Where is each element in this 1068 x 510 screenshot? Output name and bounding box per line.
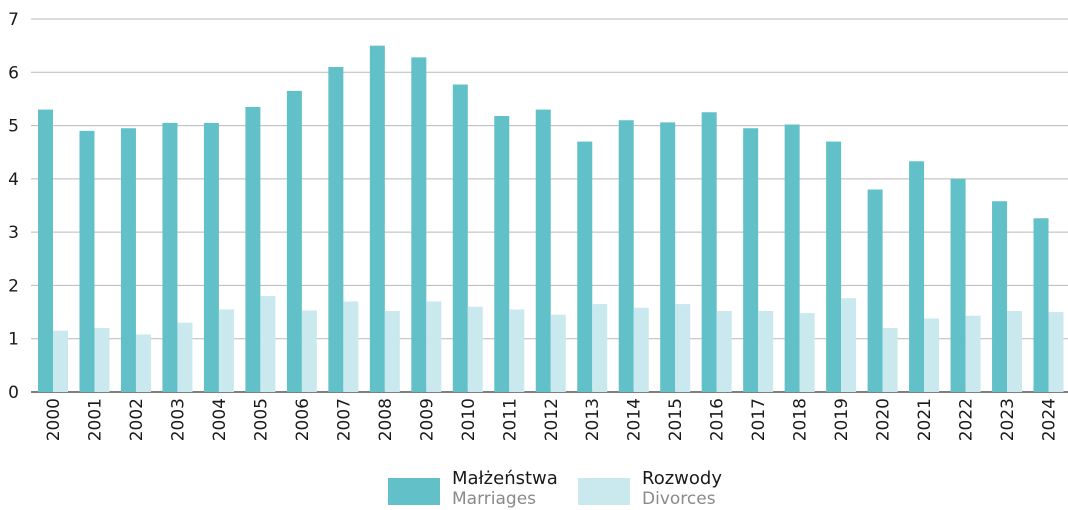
- x-tick-label-2003: 2003: [168, 398, 188, 441]
- x-tick-label-2023: 2023: [998, 398, 1018, 441]
- x-tick-label-2022: 2022: [957, 398, 977, 441]
- bar-marriages-2002: [120, 128, 136, 392]
- legend-label-marriages-pl: Małżeństwa: [452, 468, 558, 489]
- x-tick-label-2013: 2013: [583, 398, 603, 441]
- bar-divorces-2015: [675, 304, 691, 392]
- bar-marriages-2019: [826, 141, 842, 392]
- y-axis-ticks: 0 1 2 3 4 5 6 7: [8, 10, 19, 403]
- bar-divorces-2019: [841, 298, 857, 392]
- bar-divorces-2023: [1007, 311, 1023, 392]
- bar-divorces-2017: [758, 311, 774, 392]
- bar-divorces-2002: [135, 334, 151, 392]
- x-tick-label-2017: 2017: [749, 398, 769, 441]
- x-tick-label-2010: 2010: [459, 398, 479, 441]
- bar-divorces-2006: [301, 310, 317, 392]
- x-tick-label-2005: 2005: [251, 398, 271, 441]
- bar-marriages-2014: [618, 120, 634, 392]
- legend-label-marriages-en: Marriages: [452, 489, 537, 509]
- y-tick-label: 7: [8, 10, 19, 30]
- bar-divorces-2013: [592, 304, 608, 392]
- bar-divorces-2010: [467, 306, 483, 392]
- x-tick-label-2009: 2009: [417, 398, 437, 441]
- bar-divorces-2022: [965, 315, 981, 392]
- x-tick-label-2018: 2018: [791, 398, 811, 441]
- bar-marriages-2022: [950, 178, 966, 392]
- bar-marriages-2024: [1033, 218, 1049, 392]
- legend-label-divorces-pl: Rozwody: [642, 468, 722, 489]
- bar-marriages-2017: [743, 128, 759, 392]
- bar-marriages-2018: [784, 124, 800, 393]
- y-tick-label: 1: [8, 330, 19, 350]
- y-tick-label: 0: [8, 383, 19, 403]
- bar-marriages-2023: [992, 201, 1008, 392]
- y-tick-label: 6: [8, 63, 19, 83]
- y-tick-label: 2: [8, 276, 19, 296]
- bar-marriages-2012: [535, 109, 551, 392]
- bars: [38, 45, 1064, 393]
- x-tick-label-2007: 2007: [334, 398, 354, 441]
- bar-divorces-2016: [716, 311, 732, 392]
- bar-divorces-2000: [53, 330, 68, 392]
- y-tick-label: 5: [8, 117, 19, 137]
- x-tick-label-2021: 2021: [915, 398, 935, 441]
- bar-marriages-2011: [494, 115, 510, 392]
- x-tick-label-2016: 2016: [708, 398, 728, 441]
- bar-marriages-2021: [909, 161, 925, 392]
- bar-marriages-2005: [245, 106, 261, 393]
- bar-divorces-2009: [426, 301, 442, 392]
- x-tick-label-2008: 2008: [376, 398, 396, 441]
- bar-marriages-2007: [328, 66, 344, 392]
- legend-swatch-divorces: [578, 478, 630, 505]
- bar-divorces-2008: [384, 311, 400, 392]
- bar-marriages-2020: [867, 189, 883, 392]
- bar-marriages-2010: [452, 84, 468, 392]
- bar-marriages-2001: [79, 130, 95, 392]
- y-tick-label: 3: [8, 223, 19, 243]
- x-tick-label-2006: 2006: [293, 398, 313, 441]
- bar-divorces-2014: [633, 307, 649, 392]
- bar-marriages-2000: [38, 109, 53, 392]
- bar-divorces-2007: [343, 301, 359, 392]
- x-tick-label-2012: 2012: [542, 398, 562, 441]
- x-tick-label-2015: 2015: [666, 398, 686, 441]
- x-tick-label-2004: 2004: [210, 398, 230, 441]
- legend-label-divorces-en: Divorces: [642, 489, 716, 509]
- x-tick-label-2020: 2020: [874, 398, 894, 441]
- bar-divorces-2005: [260, 296, 276, 392]
- bar-divorces-2012: [550, 314, 566, 392]
- bar-divorces-2001: [94, 328, 110, 392]
- y-tick-label: 4: [8, 170, 19, 190]
- bar-marriages-2015: [660, 122, 676, 393]
- bar-marriages-2016: [701, 112, 717, 392]
- bar-marriages-2006: [286, 90, 302, 392]
- x-tick-label-2011: 2011: [500, 398, 520, 441]
- bar-marriages-2008: [369, 45, 385, 393]
- bar-marriages-2004: [203, 122, 219, 393]
- x-tick-label-2001: 2001: [85, 398, 105, 441]
- x-axis-ticks: 2000 2001 2002 2003 2004 2005 2006 2007 2008 2009…: [44, 398, 1060, 441]
- bar-divorces-2003: [177, 322, 193, 392]
- x-tick-label-2014: 2014: [625, 398, 645, 441]
- bar-divorces-2020: [882, 328, 898, 392]
- x-tick-label-2002: 2002: [127, 398, 147, 441]
- x-tick-label-2024: 2024: [1040, 398, 1060, 441]
- bar-divorces-2011: [509, 309, 525, 392]
- bar-divorces-2018: [799, 313, 815, 392]
- bar-divorces-2024: [1048, 312, 1064, 392]
- bar-marriages-2003: [162, 122, 178, 393]
- x-tick-label-2019: 2019: [832, 398, 852, 441]
- legend-swatch-marriages: [388, 478, 440, 505]
- bar-marriages-2013: [577, 141, 593, 392]
- bar-marriages-2009: [411, 57, 427, 392]
- bar-divorces-2004: [218, 309, 234, 392]
- bar-divorces-2021: [924, 318, 940, 392]
- x-tick-label-2000: 2000: [44, 398, 64, 441]
